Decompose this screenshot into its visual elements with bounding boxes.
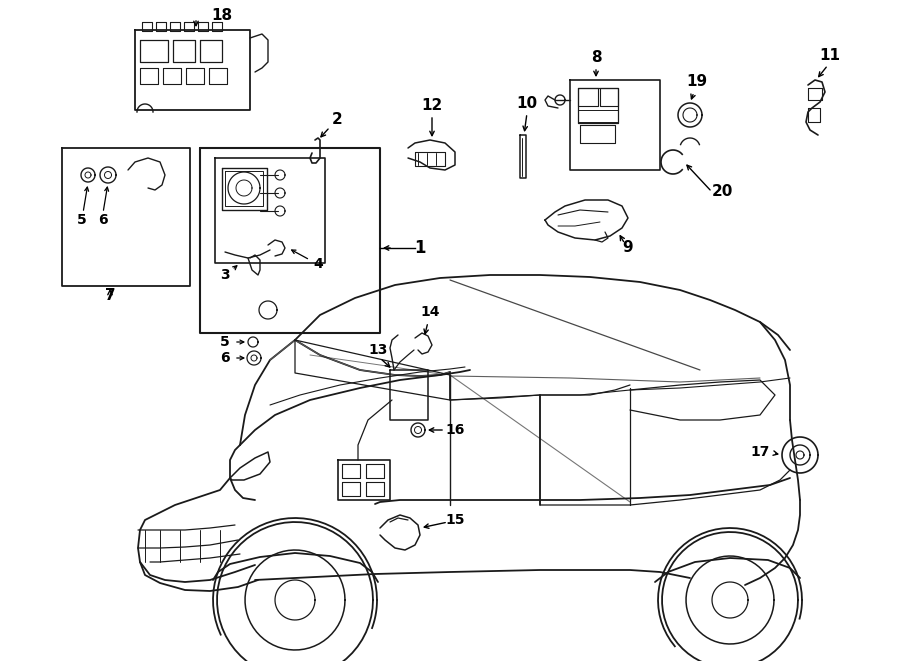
Text: 7: 7 [104, 288, 115, 303]
Text: 15: 15 [446, 513, 464, 527]
Text: 6: 6 [220, 351, 230, 365]
Text: 5: 5 [77, 213, 87, 227]
Text: 13: 13 [368, 343, 388, 357]
Text: 12: 12 [421, 98, 443, 112]
Text: 10: 10 [517, 95, 537, 110]
Text: 18: 18 [212, 9, 232, 24]
Text: 19: 19 [687, 75, 707, 89]
Text: 2: 2 [331, 112, 342, 128]
Text: 14: 14 [420, 305, 440, 319]
Text: 17: 17 [751, 445, 770, 459]
Text: 11: 11 [820, 48, 841, 63]
Text: 20: 20 [711, 184, 733, 200]
Text: 6: 6 [98, 213, 108, 227]
Text: 4: 4 [313, 257, 323, 271]
Text: 8: 8 [590, 50, 601, 65]
Text: 1: 1 [414, 239, 426, 257]
Text: 5: 5 [220, 335, 230, 349]
Text: 3: 3 [220, 268, 230, 282]
Text: 9: 9 [623, 241, 634, 256]
Text: 16: 16 [446, 423, 464, 437]
